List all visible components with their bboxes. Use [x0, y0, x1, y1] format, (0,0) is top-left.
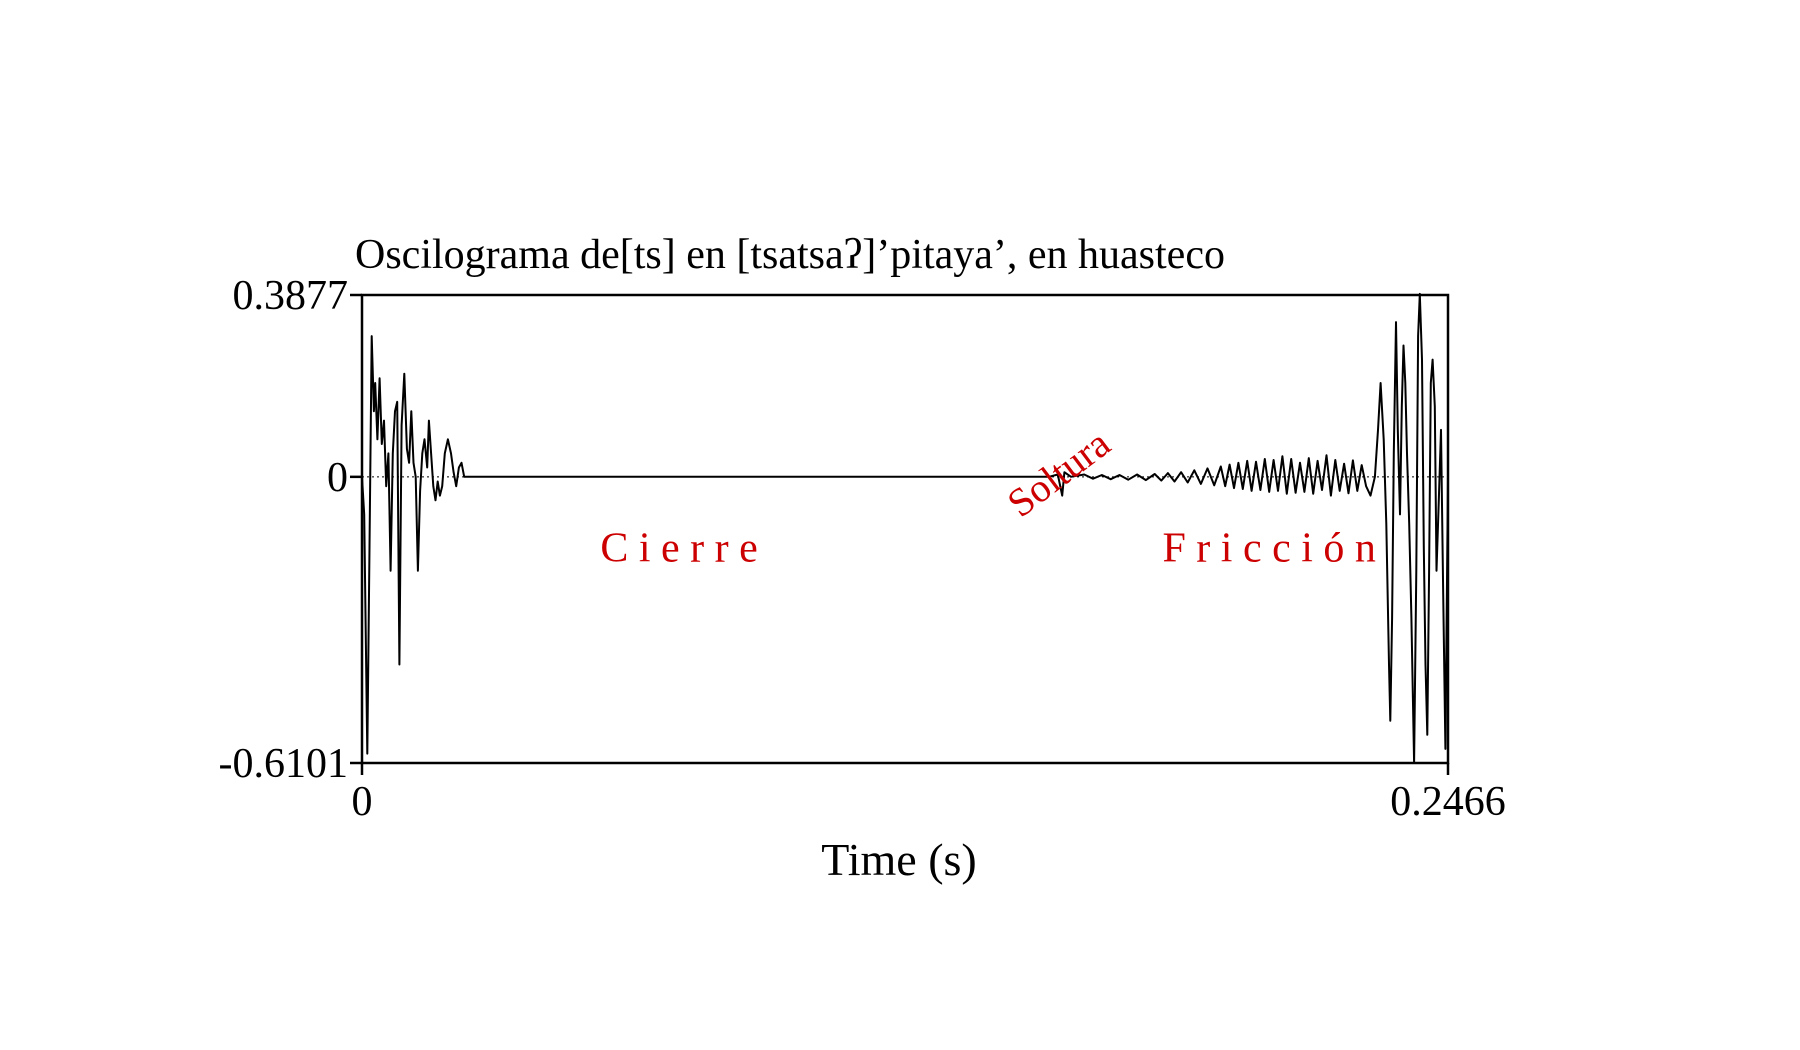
y-tick-label-zero: 0 [327, 455, 348, 501]
y-tick-label-max: 0.3877 [233, 273, 349, 319]
x-axis-title: Time (s) [821, 834, 977, 885]
y-tick-label-min: -0.6101 [219, 741, 349, 787]
x-tick-label-start: 0 [352, 779, 373, 825]
chart-title: Oscilograma de[ts] en [tsatsaʔ]’pitaya’,… [355, 232, 1225, 278]
x-tick-label-end: 0.2466 [1390, 779, 1506, 825]
annotation-cierre: C i e r r e [600, 525, 757, 571]
waveform-series [361, 292, 1449, 764]
annotation-soltura: Soltura [999, 420, 1119, 526]
annotation-friccion: F r i c c i ó n [1162, 525, 1375, 571]
y-axis: 0.3877 0 -0.6101 [219, 273, 362, 787]
x-axis: 0 0.2466 Time (s) [352, 763, 1506, 885]
annotations: C i e r r e Soltura F r i c c i ó n [600, 420, 1376, 571]
